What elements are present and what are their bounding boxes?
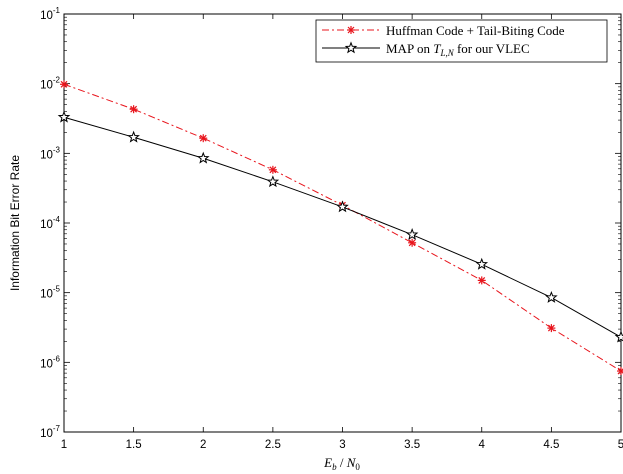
legend-sample-map <box>322 41 380 54</box>
legend: Huffman Code + Tail-Biting Code MAP on T… <box>315 19 608 63</box>
data-point <box>477 276 486 285</box>
data-point <box>199 134 208 143</box>
y-tick-exponent: -1 <box>53 6 61 15</box>
data-point <box>266 175 280 188</box>
x-tick-label: 4 <box>479 439 486 451</box>
y-tick-base: 10 <box>40 358 53 370</box>
plot-area <box>63 13 622 433</box>
asterisk-stroke <box>130 105 138 113</box>
legend-marker <box>347 26 355 34</box>
legend-box <box>315 19 608 63</box>
xlabel-n: N <box>346 455 357 470</box>
data-point <box>545 290 558 303</box>
y-tick-base: 10 <box>40 219 53 231</box>
legend-sample-huffman <box>322 26 380 34</box>
xlabel-slash: / <box>337 455 347 470</box>
asterisk-stroke <box>269 166 277 174</box>
x-tick-label: 2 <box>200 439 206 451</box>
asterisk-stroke <box>199 134 207 142</box>
y-axis-label: Information Bit Error Rate <box>8 155 22 291</box>
data-point <box>617 367 623 376</box>
y-tick-labels: 10-110-210-310-410-510-610-7 <box>40 6 60 440</box>
y-tick-exponent: -7 <box>53 424 61 433</box>
y-tick-exponent: -3 <box>53 145 61 154</box>
asterisk-stroke <box>617 368 623 375</box>
legend-map-suffix: for our VLEC <box>454 41 530 56</box>
data-point <box>336 200 349 213</box>
asterisk-stroke <box>408 239 416 247</box>
data-point <box>405 228 419 241</box>
y-tick-label: 10-3 <box>40 145 60 161</box>
y-tick-base: 10 <box>40 10 53 22</box>
data-point <box>475 257 489 270</box>
x-tick-label: 3 <box>339 439 345 451</box>
y-tick-label: 10-6 <box>40 354 60 370</box>
y-tick-label: 10-1 <box>40 6 60 22</box>
y-tick-label: 10-4 <box>40 215 60 231</box>
y-tick-base: 10 <box>40 428 53 440</box>
x-tick-label: 4.5 <box>543 439 559 451</box>
y-tick-base: 10 <box>40 80 53 92</box>
data-point <box>129 105 138 114</box>
asterisk-stroke <box>478 276 486 284</box>
legend-label-map: MAP on TL,N for our VLEC <box>386 41 530 58</box>
x-tick-labels: 1 1.5 2 2.5 3 3.5 4 4.5 5 <box>61 439 623 451</box>
x-tick-label: 1 <box>61 439 67 451</box>
y-tick-exponent: -5 <box>53 285 61 294</box>
legend-marker <box>344 41 358 54</box>
x-tick-label: 2.5 <box>265 439 281 451</box>
xlabel-e: E <box>323 455 332 470</box>
data-point <box>614 330 623 343</box>
series-layer <box>57 80 623 376</box>
ticks <box>63 13 622 433</box>
x-tick-label: 5 <box>618 439 623 451</box>
y-tick-exponent: -4 <box>53 215 61 224</box>
asterisk-stroke <box>60 80 68 88</box>
series-map <box>57 110 623 343</box>
xlabel-n-sub: 0 <box>355 462 360 472</box>
y-tick-base: 10 <box>40 289 53 301</box>
legend-map-symbol: T <box>433 41 441 56</box>
legend-map-subscript: L,N <box>439 48 454 58</box>
legend-label-huffman: Huffman Code + Tail-Biting Code <box>386 23 565 38</box>
y-tick-exponent: -6 <box>53 354 61 363</box>
data-point <box>57 110 71 123</box>
data-point <box>127 130 140 143</box>
y-tick-base: 10 <box>40 149 53 161</box>
x-tick-label: 3.5 <box>404 439 420 451</box>
y-tick-label: 10-7 <box>40 424 60 440</box>
y-tick-exponent: -2 <box>53 76 61 85</box>
data-point <box>196 151 210 164</box>
legend-map-prefix: MAP on <box>386 41 433 56</box>
x-axis-label: Eb / N0 <box>323 455 360 472</box>
y-tick-label: 10-2 <box>40 76 60 92</box>
data-point <box>268 165 277 174</box>
data-point <box>60 80 68 89</box>
xlabel-e-sub: b <box>332 462 337 472</box>
data-point <box>408 238 417 247</box>
x-tick-label: 1.5 <box>126 439 142 451</box>
y-tick-label: 10-5 <box>40 285 60 301</box>
asterisk-stroke <box>347 26 355 34</box>
asterisk-stroke <box>547 324 555 332</box>
data-point <box>547 324 556 333</box>
